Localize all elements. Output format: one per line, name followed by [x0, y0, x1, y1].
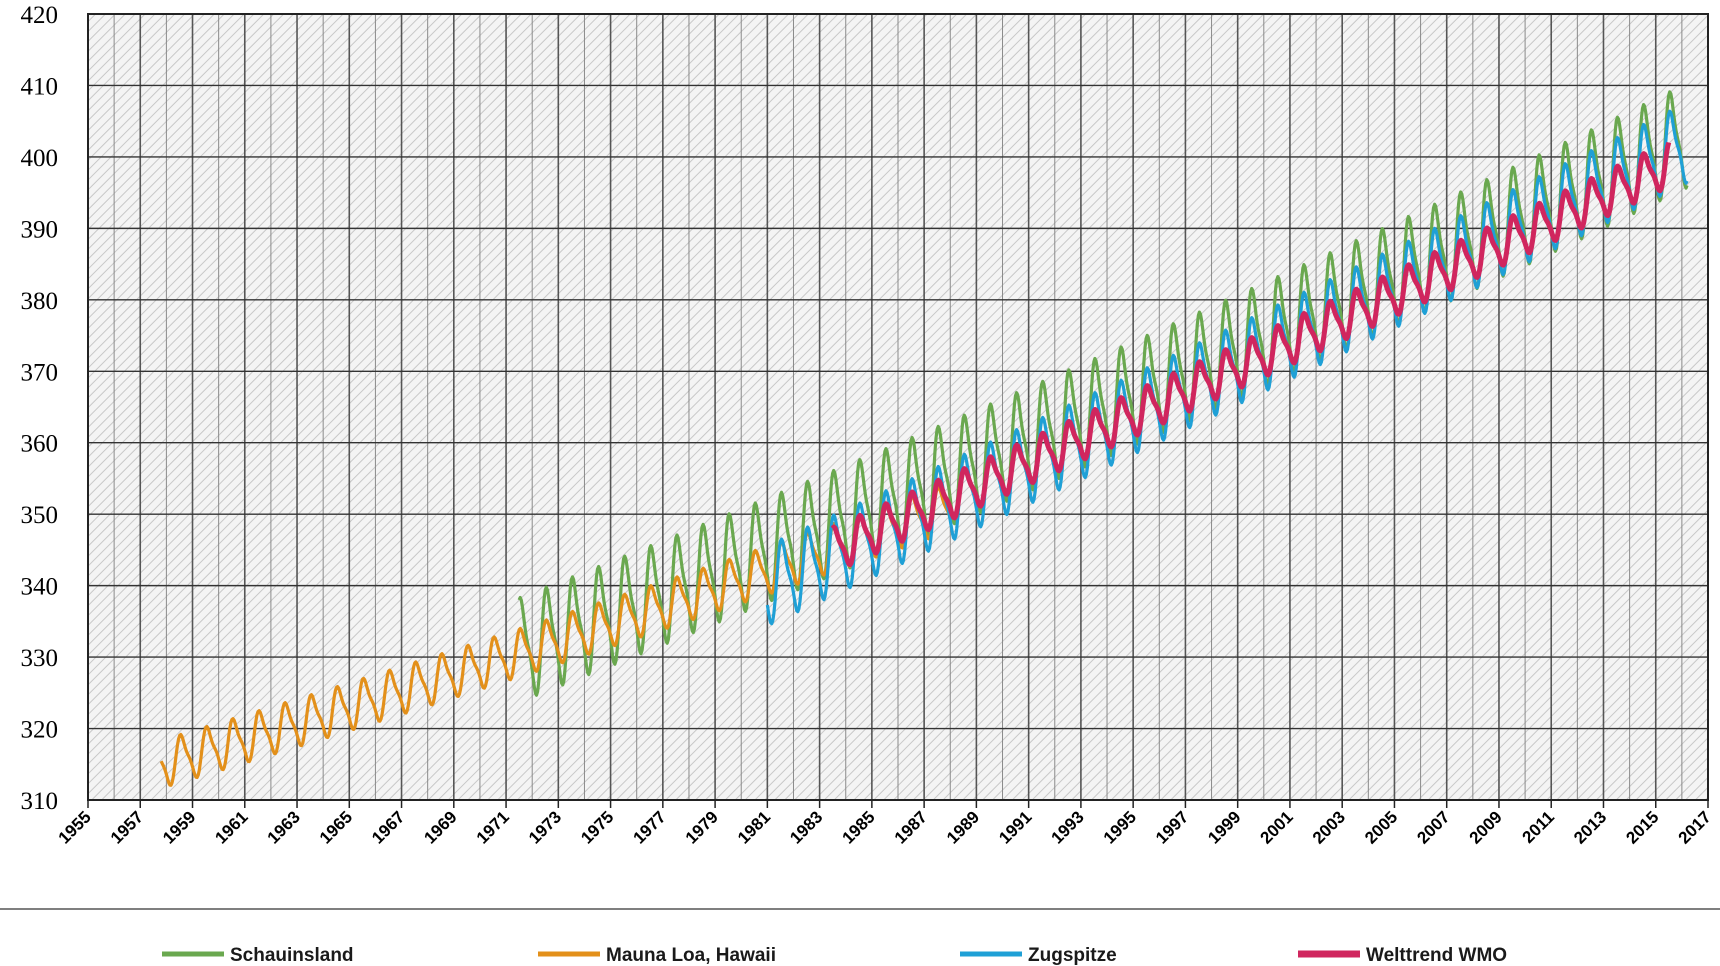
series-line-mauna-loa-hawaii: [159, 485, 952, 787]
x-tick-label: 2015: [1622, 807, 1662, 847]
gridlines: [87, 13, 1709, 801]
x-tick-label: 2009: [1466, 807, 1506, 847]
y-tick-label: 380: [21, 288, 59, 315]
x-tick-label: 1985: [839, 807, 879, 847]
x-tick-label: 1991: [995, 807, 1035, 847]
x-tick-label: 1995: [1100, 807, 1140, 847]
y-tick-label: 400: [21, 145, 59, 172]
x-tick-label: 1981: [734, 807, 774, 847]
y-tick-label: 310: [21, 788, 59, 815]
y-tick-label: 350: [21, 502, 59, 529]
x-tick-label: 2007: [1413, 807, 1453, 847]
x-tick-label: 2005: [1361, 807, 1401, 847]
x-tick-label: 1969: [420, 807, 460, 847]
x-tick-label: 1965: [316, 807, 356, 847]
legend-label: Mauna Loa, Hawaii: [606, 945, 776, 966]
plot-border: [87, 13, 1709, 801]
x-tick-label: 2013: [1570, 807, 1610, 847]
x-tick-label: 1975: [577, 807, 617, 847]
series-lines: [159, 90, 1689, 787]
series-line-schauinsland: [517, 90, 1689, 697]
x-tick-label: 1961: [211, 807, 251, 847]
y-tick-label: 410: [21, 73, 59, 100]
x-tick-label: 1997: [1152, 807, 1192, 847]
x-tick-label: 1983: [786, 807, 826, 847]
y-tick-label: 370: [21, 359, 59, 386]
y-tick-label: 330: [21, 645, 59, 672]
y-tick-label: 390: [21, 216, 59, 243]
x-tick-label: 2003: [1309, 807, 1349, 847]
x-tick-label: 1971: [473, 807, 513, 847]
x-tick-label: 1973: [525, 807, 565, 847]
x-tick-label: 1957: [107, 807, 147, 847]
x-tick-label: 1987: [891, 807, 931, 847]
x-tick-label: 1989: [943, 807, 983, 847]
y-tick-label: 340: [21, 574, 59, 601]
x-tick-label: 1999: [1204, 807, 1244, 847]
x-tick-label: 2011: [1519, 807, 1559, 847]
legend-label: Schauinsland: [230, 945, 354, 966]
legend: Schauinsland Mauna Loa, Hawaii Zugspitze We…: [162, 945, 1507, 966]
x-tick-label: 2017: [1675, 807, 1715, 847]
x-tick-label: 1963: [264, 807, 304, 847]
x-tick-label: 1979: [682, 807, 722, 847]
x-tick-label: 1967: [368, 807, 408, 847]
legend-label: Welttrend WMO: [1366, 945, 1507, 966]
x-axis-ticks: 1955 1957 1959 1961 1963 1965 1967 1969 1971 1973…: [55, 800, 1715, 848]
x-tick-label: 2001: [1257, 807, 1297, 847]
x-tick-label: 1955: [55, 807, 95, 847]
y-axis-ticks: 310 320 330 340 350 360 370 380 390 400 410 420: [21, 2, 59, 815]
y-tick-label: 420: [21, 2, 59, 29]
x-tick-label: 1993: [1048, 807, 1088, 847]
x-tick-label: 1959: [159, 807, 199, 847]
series-line-welttrend-wmo: [830, 141, 1672, 568]
y-tick-label: 360: [21, 431, 59, 458]
x-tick-label: 1977: [629, 807, 669, 847]
legend-label: Zugspitze: [1028, 945, 1117, 966]
y-tick-label: 320: [21, 717, 59, 744]
